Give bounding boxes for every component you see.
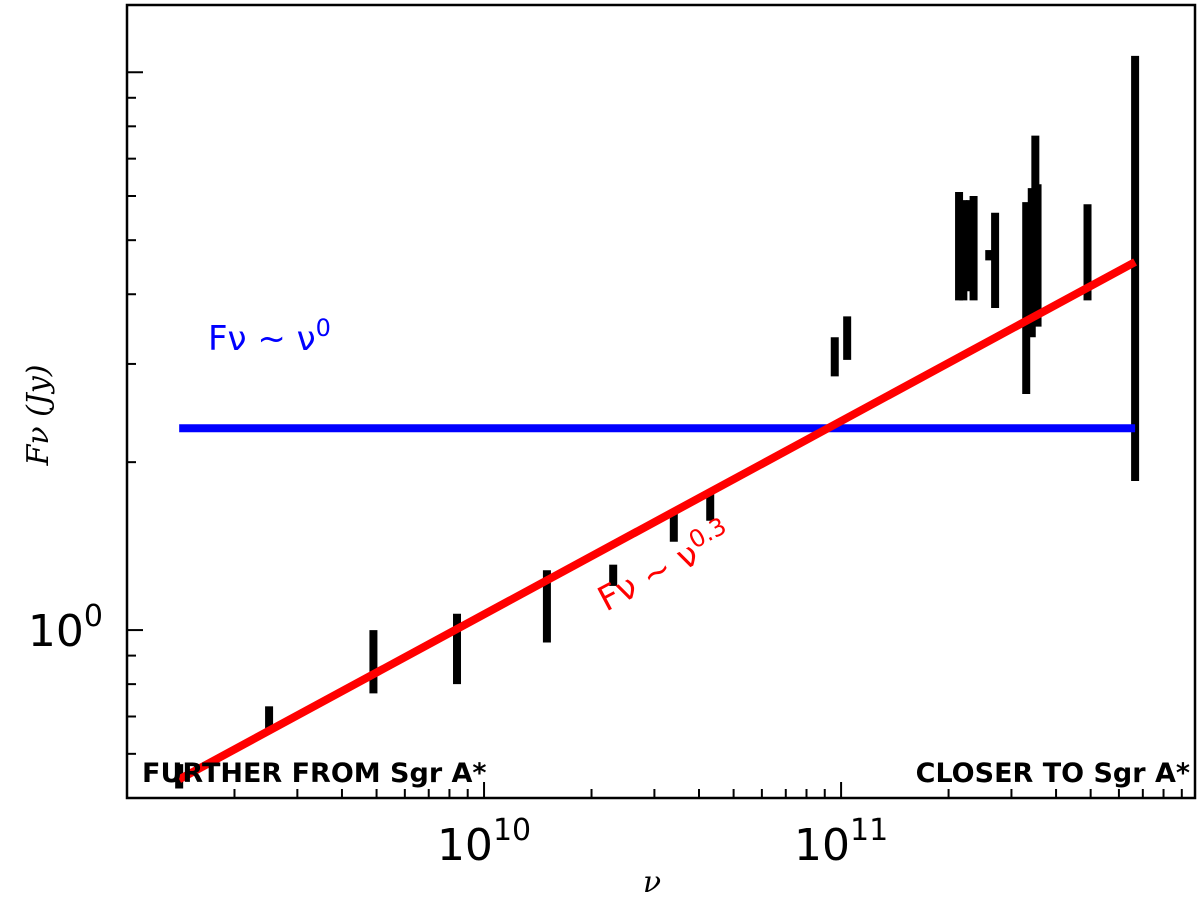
x-tick-label: 1011 [794, 813, 888, 871]
y-tick-label: 100 [28, 599, 103, 657]
x-axis-label: ν [643, 865, 661, 900]
model-lines [177, 258, 1138, 783]
y-axis-label: Fν (Jy) [21, 365, 56, 467]
axis-ticks: 1010 1011 100 [28, 71, 1183, 871]
right-corner-label: CLOSER TO Sgr A* [916, 758, 1190, 789]
plot-frame [125, 3, 1197, 800]
blue-curve-label: Fν ~ ν0 [208, 314, 331, 359]
left-corner-label: FURTHER FROM Sgr A* [142, 758, 487, 789]
error-bars [175, 55, 1140, 789]
power-law-line [177, 258, 1138, 783]
x-tick-label: 1010 [437, 813, 531, 871]
